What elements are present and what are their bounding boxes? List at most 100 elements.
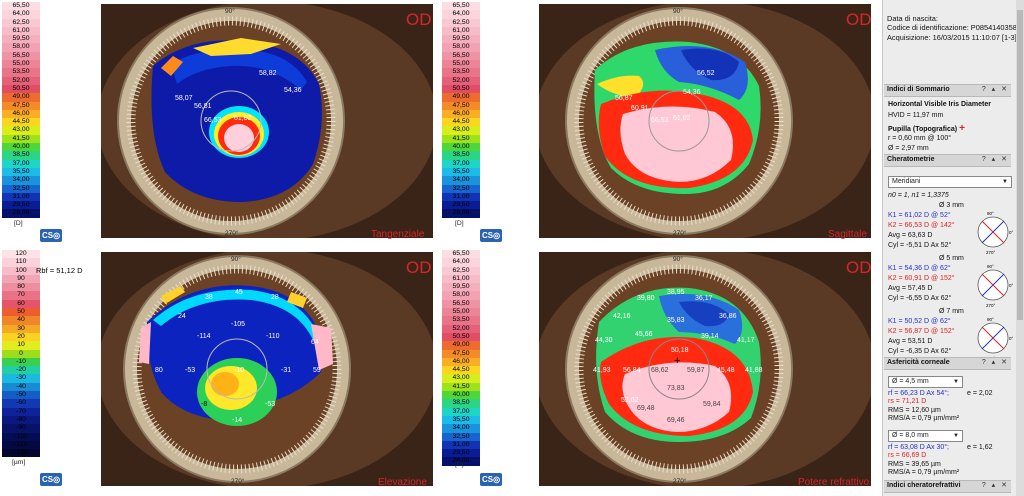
scale-cell: 65,50	[2, 2, 40, 11]
scale-cell: 53,50	[442, 316, 480, 325]
map-value: -53	[265, 401, 275, 408]
map-label-refractive: Potere refrattivo	[798, 477, 870, 488]
meridians-select[interactable]: Meridiani ▼	[888, 176, 1012, 188]
axis-label-top: 90°	[673, 7, 683, 15]
kerato-line: K1 = 61,02 D @ 52°	[888, 212, 951, 219]
keratometry-title: Cheratometrie	[887, 156, 935, 163]
scale-cell: 62,50	[2, 18, 40, 27]
diopter-scale-top-left: 65,50 64,00 62,50 61,00 59,50 58,00 56,50 55,00…	[2, 2, 40, 218]
asphericity-section-header[interactable]: Asfericità corneale ? ▴ ✕	[884, 357, 1011, 370]
map-value: 66,53	[204, 117, 222, 124]
refractive-indices-section-header[interactable]: Indici cheratorefrattivi ? ▴ ✕	[884, 480, 1011, 493]
scale-cell: 44,50	[442, 366, 480, 375]
scale-cell: 59,50	[442, 35, 480, 44]
map-value: 56,81	[194, 103, 212, 110]
scale-cell: -100	[2, 432, 40, 441]
kerato-line: K1 = 50,52 D @ 62°	[888, 318, 951, 325]
asphericity-line: RMS/A = 0,79 µm/mm²	[888, 415, 960, 422]
map-value: -8	[201, 401, 207, 408]
chevron-down-icon: ▼	[953, 433, 959, 439]
map-value: 54,36	[683, 89, 701, 96]
section-controls-icon[interactable]: ? ▴ ✕	[981, 86, 1009, 93]
asphericity-line: rs = 66,69 D	[888, 452, 927, 459]
map-value: 58,82	[259, 70, 277, 77]
diopter-scale-bottom-right: 65,50 64,00 62,50 61,00 59,50 58,00 56,50 55,00…	[442, 250, 480, 466]
asphericity-line: e = 2,02	[967, 390, 993, 397]
scale-cell: 46,00	[2, 109, 40, 119]
scale-cell: 20	[2, 332, 40, 342]
tangential-map[interactable]: 58,82 54,36 58,07 56,81 66,53 61,02 90° …	[97, 1, 437, 241]
scale-cell: 30	[2, 324, 40, 333]
kerato-line: Ø 5 mm	[939, 255, 964, 262]
scale-unit-top-right: [D]	[455, 220, 464, 227]
scale-cell: 52,00	[442, 76, 480, 85]
axis-label-top: 90°	[231, 255, 241, 263]
dial-right-label: 0°	[1009, 283, 1013, 288]
axis-label-top: 90°	[225, 7, 235, 15]
kerato-line: Avg = 63,63 D	[888, 232, 933, 239]
scale-cell: -90	[2, 424, 40, 433]
sagittal-map[interactable]: 56,52 54,36 56,87 60,91 66,53 61,02 90° …	[535, 1, 875, 241]
map-value: 66,53	[651, 117, 669, 124]
map-value: 36,17	[695, 295, 713, 302]
map-value: 61,02	[673, 115, 691, 122]
dial-top-label: 90°	[987, 264, 994, 269]
axis-label-bottom: 270°	[231, 477, 245, 485]
asphericity-line: e = 1,62	[967, 444, 993, 451]
kerato-line: Cyl = -5,51 D Ax 52°	[888, 242, 952, 249]
pupil-title-text: Pupilla (Topografica)	[888, 126, 958, 133]
scale-cell: 40,00	[442, 143, 480, 152]
kerato-line: Ø 7 mm	[939, 308, 964, 315]
scale-cell: 31,00	[2, 192, 40, 202]
scale-cell: 41,50	[442, 382, 480, 392]
summary-title: Indici di Sommario	[887, 86, 950, 93]
diameter-select[interactable]: Ø = 4,5 mm ▼	[888, 376, 963, 388]
scale-cell: 60	[2, 299, 40, 309]
patient-id: Codice di identificazione: P0854140358	[887, 23, 1017, 33]
scale-cell: 56,50	[2, 51, 40, 61]
scrollbar-thumb[interactable]	[1017, 10, 1023, 320]
map-value: 45,48	[717, 367, 735, 374]
scale-cell: 43,00	[442, 374, 480, 383]
scale-cell: 43,00	[442, 126, 480, 135]
map-value: 38,95	[667, 289, 685, 296]
scale-cell: 58,00	[442, 291, 480, 300]
scale-cell: 59,50	[442, 283, 480, 292]
scale-cell: 65,50	[442, 2, 480, 11]
map-value: 44,30	[595, 337, 613, 344]
scale-cell: -120	[2, 449, 40, 458]
scale-cell: 49,00	[442, 341, 480, 350]
scale-cell: 59,50	[2, 35, 40, 44]
scale-cell: 58,00	[2, 43, 40, 52]
map-value: 41,93	[593, 367, 611, 374]
pupil-cross-icon: +	[959, 123, 965, 134]
section-controls-icon[interactable]: ? ▴ ✕	[981, 482, 1009, 489]
scale-cell: 34,00	[2, 176, 40, 185]
diameter-select-value: Ø = 8,0 mm	[892, 432, 929, 439]
scale-cell: 34,00	[442, 176, 480, 185]
refractive-indices: n0 = 1, n1 = 1,3375	[888, 192, 949, 199]
scale-cell: -110	[2, 440, 40, 450]
scale-cell: -80	[2, 415, 40, 425]
asphericity-line: rf = 63,08 D Ax 30°;	[888, 444, 949, 451]
scale-cell: -50	[2, 391, 40, 400]
scale-cell: 90	[2, 274, 40, 284]
keratometry-section-header[interactable]: Cheratometrie ? ▴ ✕	[884, 154, 1011, 167]
scale-cell: 34,00	[442, 424, 480, 433]
section-controls-icon[interactable]: ? ▴ ✕	[981, 359, 1009, 366]
rbf-value: Rbf = 51,12 D	[36, 266, 83, 275]
scale-cell: -10	[2, 357, 40, 367]
section-controls-icon[interactable]: ? ▴ ✕	[981, 156, 1009, 163]
elevation-scale: 120 110 100 90 80 70 60 50 40 30 20 10 0 -10 -20 -30 -40…	[2, 250, 40, 458]
diameter-select[interactable]: Ø = 8,0 mm ▼	[888, 430, 963, 442]
scale-cell: 62,50	[442, 266, 480, 275]
scale-cell: 0	[2, 349, 40, 358]
refractive-power-map[interactable]: + 39,80 38,95 36,17 42,16 35,83 36,86 44…	[535, 249, 875, 489]
summary-section-header[interactable]: Indici di Sommario ? ▴ ✕	[884, 84, 1011, 97]
scale-cell: 28,00	[2, 209, 40, 218]
scale-cell: 35,50	[442, 415, 480, 425]
elevation-map[interactable]: 45 38 28 24 -114 -105 -110 64 80 -53 -10…	[97, 249, 437, 489]
panel-scrollbar[interactable]	[1016, 0, 1024, 496]
map-value: 80	[155, 367, 163, 374]
cso-logo-bottom-right: CS◎	[480, 473, 502, 486]
